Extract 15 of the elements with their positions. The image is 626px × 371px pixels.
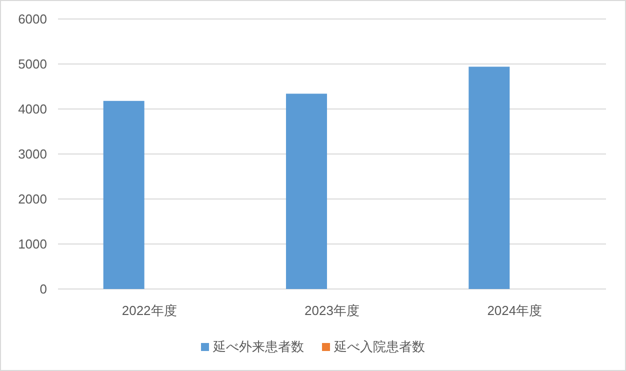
- y-tick-label: 5000: [18, 56, 47, 72]
- y-tick-label: 3000: [18, 146, 47, 162]
- y-tick-label: 1000: [18, 236, 47, 252]
- y-tick-label: 2000: [18, 192, 47, 206]
- x-tick-label: 2024年度: [487, 303, 542, 318]
- bar: [286, 94, 327, 289]
- y-tick-label: 6000: [18, 12, 47, 26]
- bar: [468, 66, 510, 289]
- x-tick-label: 2023年度: [304, 303, 360, 318]
- y-tick-label: 0: [40, 282, 47, 296]
- x-tick-label: 2022年度: [122, 303, 177, 318]
- y-tick-label: 4000: [18, 102, 47, 116]
- bar: [103, 100, 144, 289]
- legend-label: 延べ入院患者数: [333, 339, 425, 354]
- legend-label: 延べ外来患者数: [212, 339, 304, 354]
